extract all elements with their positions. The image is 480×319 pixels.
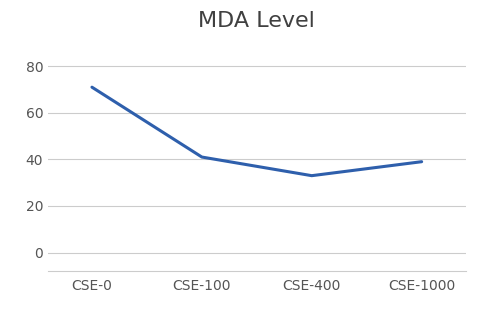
Title: MDA Level: MDA Level: [198, 11, 315, 31]
